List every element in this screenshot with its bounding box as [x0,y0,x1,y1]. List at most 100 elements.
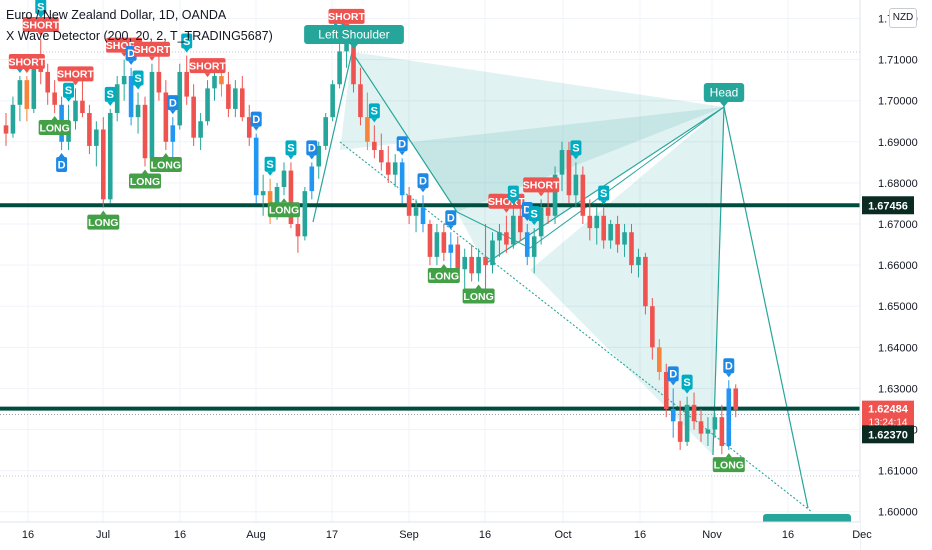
candle-body [198,121,203,138]
candle-body [379,150,384,163]
marker-pointer [399,151,406,156]
candle-body [552,174,558,216]
candle-body [545,207,551,216]
candle-body [233,88,238,109]
marker-bg [285,140,297,156]
signal-marker-d: D [125,45,137,65]
candle-body [434,232,440,257]
candle-body [45,71,50,93]
price-axis[interactable]: 1.720001.710001.700001.690001.680001.670… [859,0,932,550]
marker-bg [264,156,276,172]
candle-body [538,207,544,237]
signal-marker-s: S [570,140,582,160]
candle-body [705,429,711,434]
candle-body [17,80,23,105]
marker-text: SHORT [189,60,226,72]
price-tag-bg [862,196,914,215]
candle-body [392,162,398,175]
symbol-title[interactable]: Euro / New Zealand Dollar, 1D, OANDA [6,8,227,22]
marker-bg [63,82,75,98]
price-tick-label: 1.60000 [878,507,918,519]
candle-body [114,84,120,114]
candle-body [698,421,704,434]
candle-body [524,232,530,257]
left-shoulder-label-bg [304,25,404,44]
candle-body [420,207,426,225]
marker-pointer [503,208,510,213]
marker-bg [133,41,170,57]
signal-marker-s: S [132,70,144,90]
marker-pointer [531,221,538,226]
marker-text: SHORT [22,19,59,31]
candle-body [580,174,586,216]
candle-body [80,100,85,114]
head-label-bg [703,83,745,102]
head-label-pointer [720,102,728,107]
candle-body [719,417,725,446]
marker-text: D [398,139,406,151]
candle-body [288,170,294,225]
candle-body [594,215,600,229]
marker-text: S [531,208,538,220]
marker-text: D [419,176,427,188]
marker-pointer [371,118,378,123]
marker-text: LONG [130,176,160,188]
marker-text: S [134,73,141,85]
candle-body [170,125,176,142]
candle-body [316,145,322,167]
time-tick-label: 16 [782,529,794,541]
candle-body [142,104,148,159]
candle-body [670,408,676,422]
candle-body [128,76,134,118]
marker-text: SHORT [328,11,365,23]
time-tick-label: Sep [399,529,419,541]
signal-marker-s: S [264,156,276,176]
price-tag: 1.67456 [862,196,914,215]
marker-bg [167,95,179,111]
signal-marker-long: LONG [149,153,182,173]
marker-pointer [51,116,58,121]
marker-pointer [253,126,260,131]
candle-body [483,256,488,266]
candle-body [226,84,231,109]
signal-marker-long: LONG [129,169,161,189]
candlestick-series [3,30,739,455]
candle-body [281,170,287,188]
price-tick-label: 1.69000 [878,137,918,149]
candle-body [212,76,217,89]
signal-marker-s: S [598,185,610,205]
candle-body [101,129,106,200]
marker-text: SHORT [488,196,525,208]
marker-text: S [683,377,690,389]
signal-marker-short: SHORT [133,41,171,61]
signal-marker-d: D [167,95,179,115]
time-axis[interactable]: 16 Jul 16 Aug 17 Sep 16 Oct 16 Nov 16 Dec [0,521,872,550]
time-tick-label: 16 [634,529,646,541]
candle-body [163,92,169,142]
marker-bg [368,103,380,119]
marker-pointer [37,32,44,37]
marker-bg [22,17,59,33]
candle-body [205,88,210,122]
candle-body [663,371,669,409]
signal-marker-long: LONG [38,116,71,136]
indicator-legend[interactable]: X Wave Detector (200, 20, 2, T_TRADING56… [6,29,273,43]
marker-text: LONG [714,459,744,471]
candle-body [10,104,16,134]
candle-body [691,404,697,422]
marker-text: S [65,85,72,97]
marker-bg [723,358,735,374]
candle-body [608,224,613,241]
head-label-text: Head [710,86,739,100]
marker-text: S [107,89,114,101]
candle-body [469,256,474,274]
candle-body [177,71,183,126]
currency-button[interactable]: NZD [889,8,917,28]
projection-line [723,106,809,509]
time-tick-label: 17 [326,529,338,541]
signal-marker-long: LONG [712,453,745,473]
signal-marker-long: LONG [87,210,120,230]
candle-body [427,224,433,257]
marker-pointer [183,48,190,53]
